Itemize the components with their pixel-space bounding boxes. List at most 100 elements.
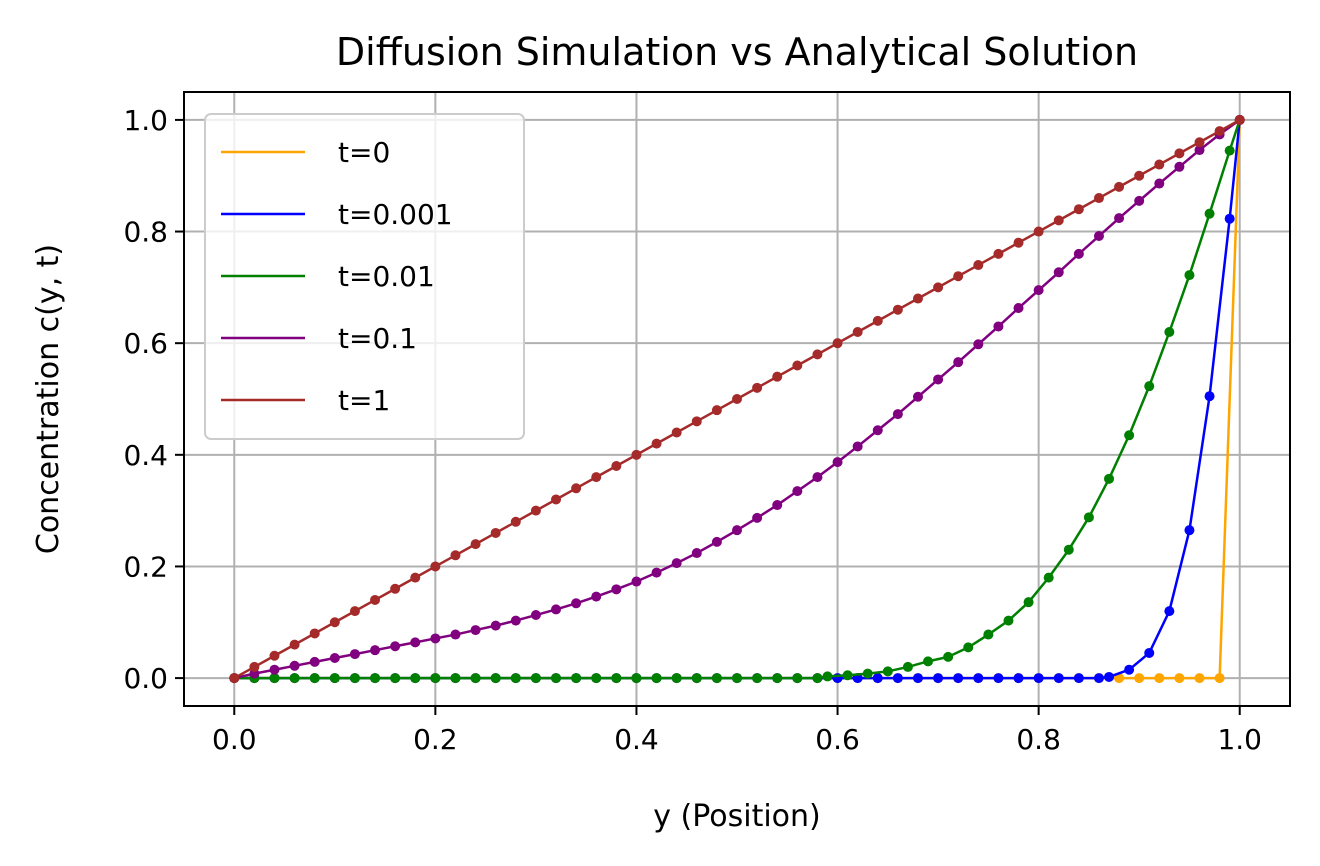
data-point <box>1184 525 1195 536</box>
data-point <box>370 594 381 605</box>
data-point <box>1204 391 1215 402</box>
data-point <box>812 349 823 360</box>
data-point <box>390 673 401 684</box>
data-point <box>530 505 541 516</box>
data-point <box>1194 673 1205 684</box>
data-point <box>772 500 783 511</box>
data-point <box>1023 597 1034 608</box>
data-point <box>1124 430 1135 441</box>
legend-label: t=1 <box>338 384 390 417</box>
ticks: 0.0 0.2 0.4 0.6 0.8 1.0 0.0 0.2 0.4 0.6 0.8 1.0 <box>123 104 1262 756</box>
data-point <box>993 321 1004 332</box>
data-point <box>1073 204 1084 215</box>
data-point <box>591 591 602 602</box>
data-point <box>832 338 843 349</box>
data-point <box>470 539 481 550</box>
plot-frame <box>183 91 1291 707</box>
data-point <box>732 673 742 684</box>
data-point <box>752 382 763 393</box>
data-point <box>1164 606 1175 617</box>
data-point <box>1134 195 1145 206</box>
legend-label: t=0 <box>338 136 390 169</box>
data-point <box>571 483 582 494</box>
data-point <box>1194 145 1205 156</box>
data-point <box>1093 193 1104 204</box>
data-point <box>390 641 401 652</box>
x-axis-label: y (Position) <box>653 799 821 834</box>
data-point <box>711 673 722 684</box>
data-point <box>450 629 461 640</box>
data-point <box>1154 673 1165 684</box>
data-point <box>902 661 913 672</box>
data-point <box>812 673 823 684</box>
data-point <box>329 673 340 684</box>
data-point <box>862 668 873 679</box>
data-point <box>1194 137 1205 148</box>
data-point <box>289 639 300 650</box>
data-point <box>1184 270 1195 281</box>
data-point <box>289 673 300 684</box>
data-point <box>1033 226 1044 237</box>
data-point <box>711 536 722 547</box>
data-point <box>1003 615 1014 626</box>
data-point <box>1053 215 1064 226</box>
data-point <box>249 661 260 672</box>
data-point <box>872 425 883 436</box>
series-layer <box>229 114 1245 684</box>
data-point <box>1104 473 1115 484</box>
data-point <box>872 673 883 684</box>
data-point <box>651 567 662 578</box>
data-point <box>993 248 1004 259</box>
data-point <box>691 548 702 559</box>
data-point <box>732 525 742 536</box>
data-point <box>822 671 833 682</box>
data-point <box>671 673 682 684</box>
data-point <box>1104 671 1115 682</box>
data-point <box>1114 673 1125 684</box>
y-tick-label: 0.6 <box>123 327 168 360</box>
data-point <box>892 409 903 420</box>
x-tick-label: 0.2 <box>413 723 458 756</box>
data-point <box>269 650 280 661</box>
data-point <box>430 633 441 644</box>
data-point <box>1053 673 1064 684</box>
data-point <box>983 629 994 640</box>
data-point <box>631 576 642 587</box>
series-4 <box>229 114 1245 684</box>
data-point <box>510 615 521 626</box>
data-point <box>430 673 441 684</box>
data-point <box>852 441 863 452</box>
data-point <box>410 673 421 684</box>
legend: t=0 t=0.001 t=0.01 t=0.1 t=1 <box>204 113 525 440</box>
data-point <box>1204 208 1215 219</box>
data-point <box>329 617 340 628</box>
data-point <box>430 561 441 572</box>
x-tick-label: 0.6 <box>815 723 860 756</box>
data-point <box>571 673 582 684</box>
data-point <box>711 405 722 416</box>
data-point <box>1154 178 1165 189</box>
y-tick-label: 0.8 <box>123 216 168 249</box>
data-point <box>691 416 702 427</box>
data-point <box>671 558 682 569</box>
data-point <box>892 673 903 684</box>
data-point <box>349 606 360 617</box>
data-point <box>470 673 481 684</box>
data-point <box>591 673 602 684</box>
data-point <box>1114 181 1125 192</box>
data-point <box>1154 159 1165 170</box>
data-point <box>611 584 622 595</box>
y-tick-label: 1.0 <box>123 104 168 137</box>
data-point <box>772 673 783 684</box>
data-point <box>470 625 481 636</box>
data-point <box>973 673 984 684</box>
data-point <box>289 660 300 671</box>
data-point <box>1124 664 1135 675</box>
data-point <box>732 394 742 404</box>
data-point <box>933 374 944 385</box>
data-point <box>691 673 702 684</box>
data-point <box>1073 248 1084 259</box>
data-point <box>953 357 964 368</box>
